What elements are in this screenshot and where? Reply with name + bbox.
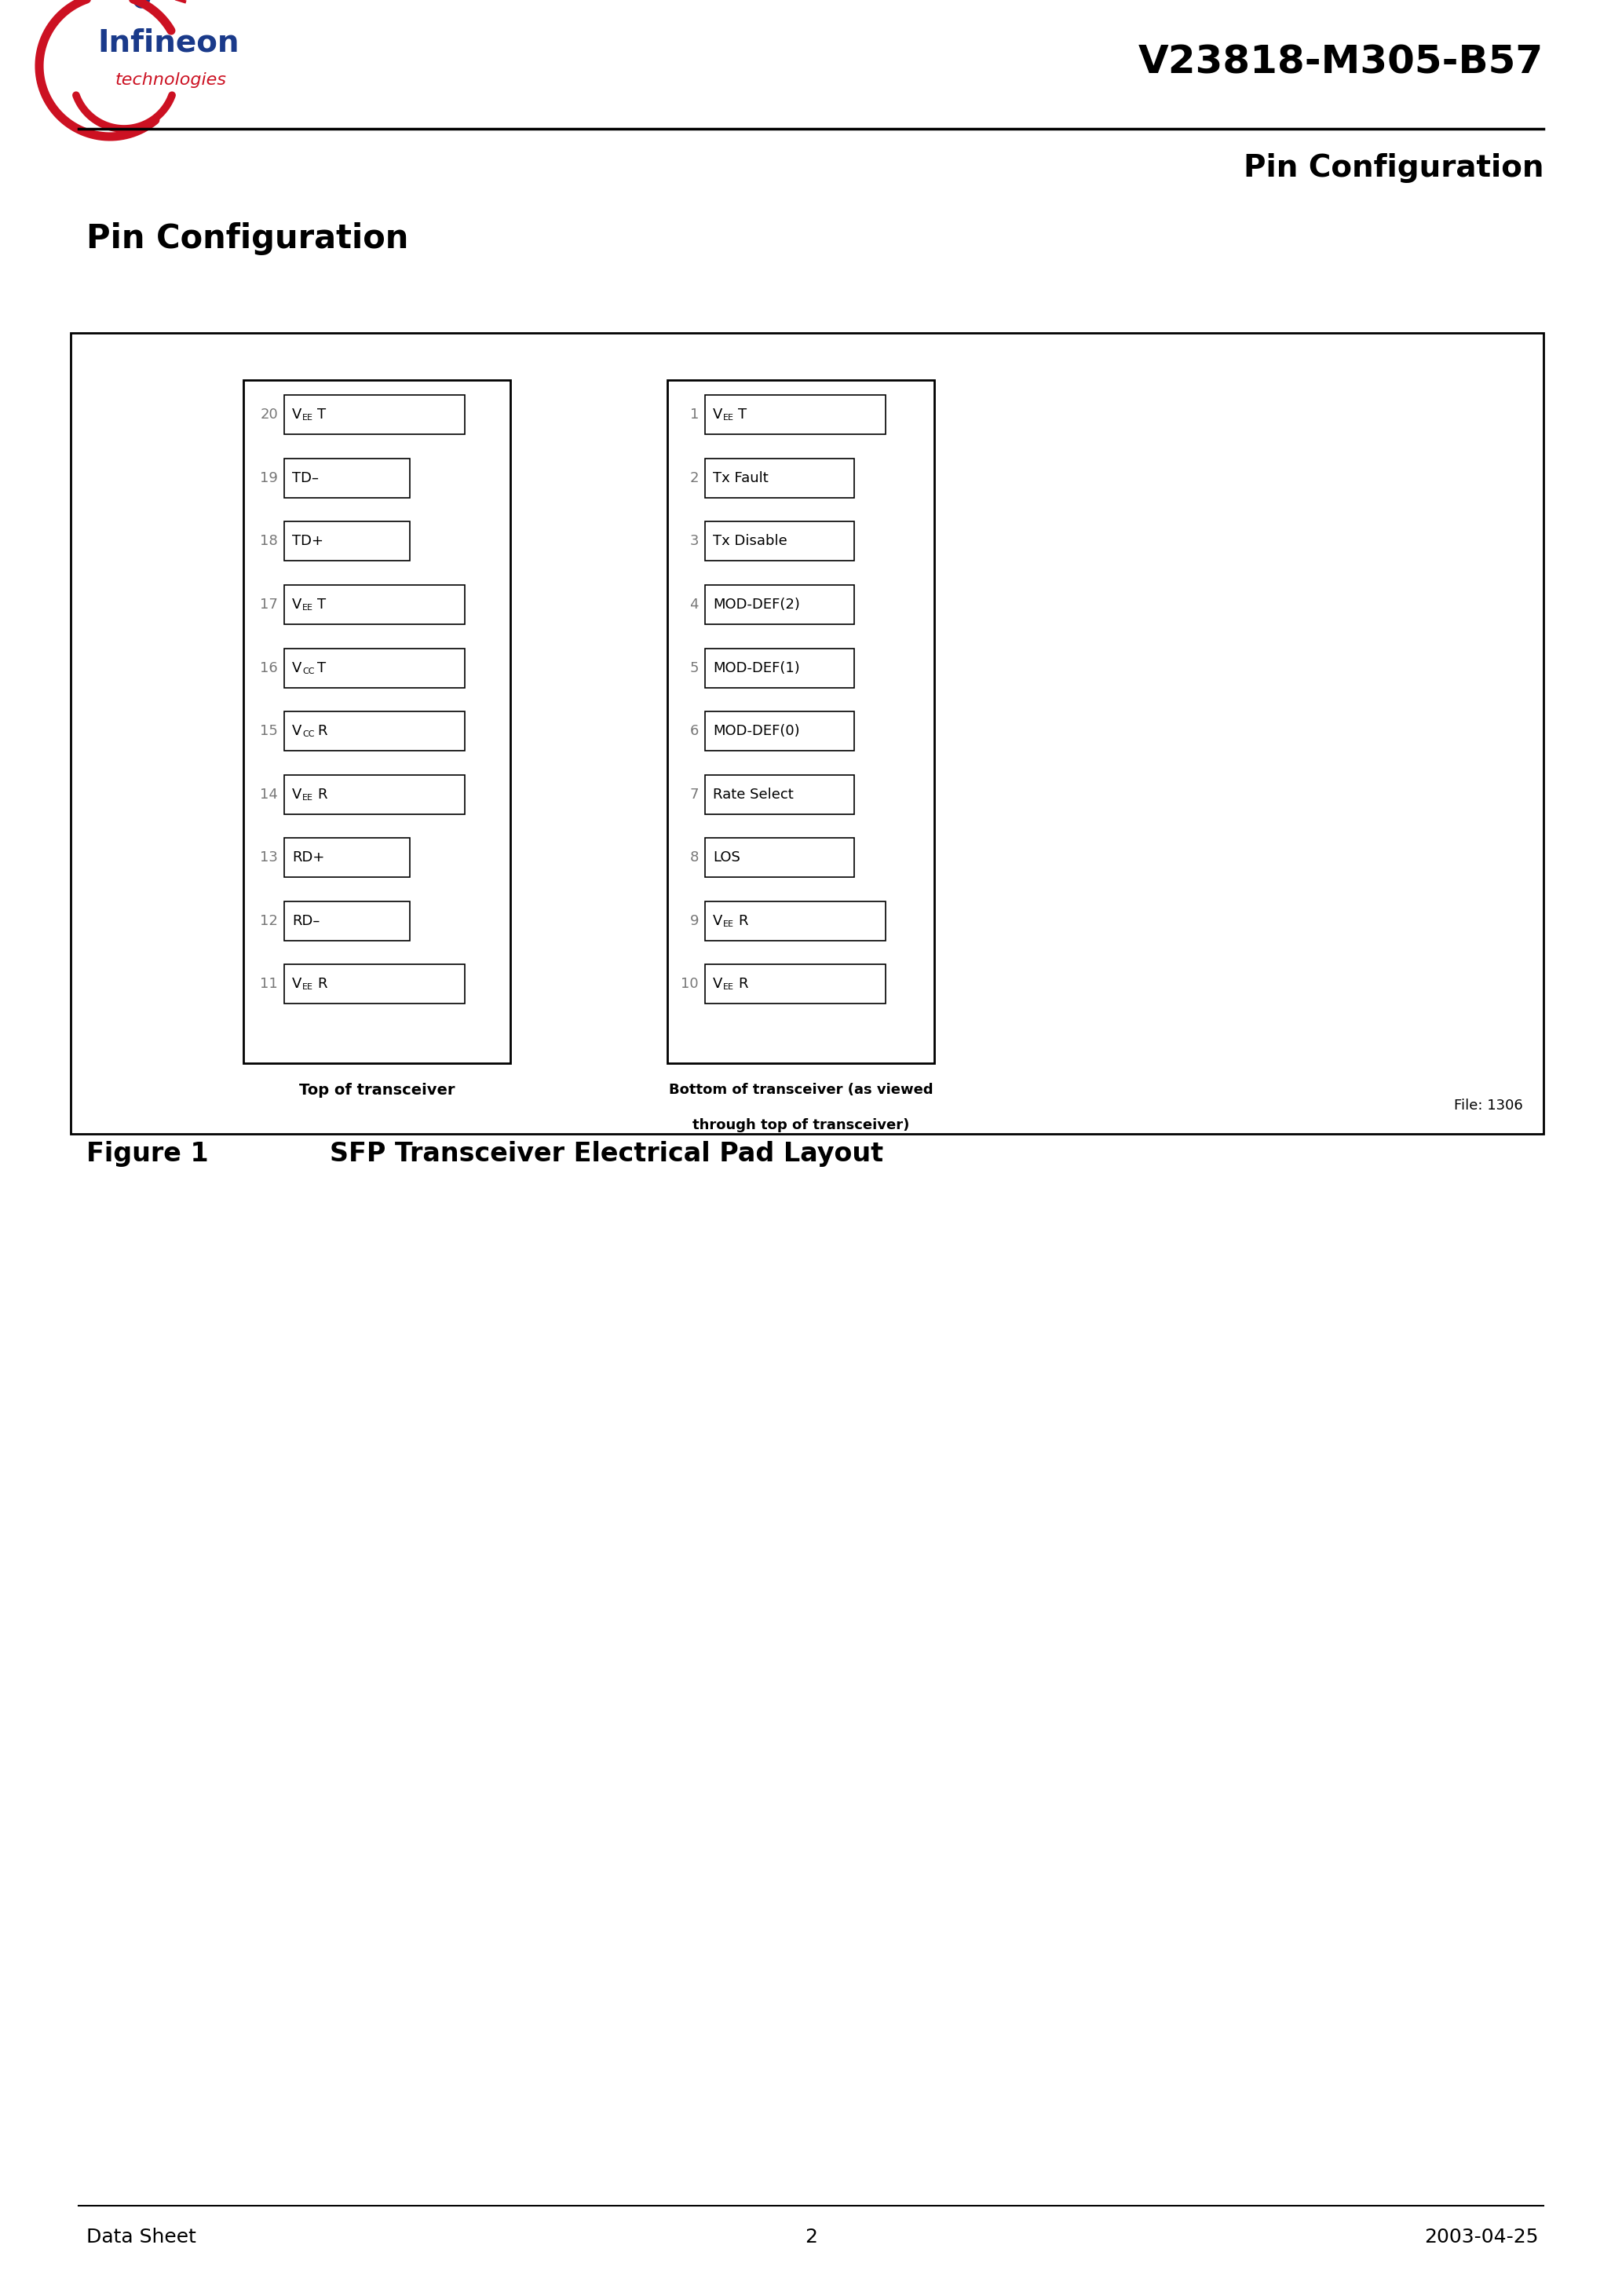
Text: R: R — [318, 978, 328, 992]
Text: EE: EE — [302, 983, 313, 992]
Text: 11: 11 — [260, 978, 277, 992]
Text: 12: 12 — [260, 914, 277, 928]
Text: Top of transceiver: Top of transceiver — [298, 1084, 454, 1097]
Text: 9: 9 — [689, 914, 699, 928]
Text: 15: 15 — [260, 723, 277, 739]
Bar — [284, 902, 410, 941]
Text: LOS: LOS — [712, 850, 740, 866]
Text: 4: 4 — [689, 597, 699, 611]
Text: EE: EE — [723, 983, 735, 992]
Bar — [284, 774, 466, 815]
Text: Tx Fault: Tx Fault — [712, 471, 769, 484]
Text: R: R — [738, 978, 748, 992]
Text: R: R — [738, 914, 748, 928]
Text: technologies: technologies — [115, 71, 227, 87]
Text: EE: EE — [723, 413, 735, 422]
Text: V: V — [292, 723, 302, 739]
Text: EE: EE — [302, 413, 313, 422]
Text: V23818-M305-B57: V23818-M305-B57 — [1139, 44, 1544, 80]
Text: Pin Configuration: Pin Configuration — [86, 223, 409, 255]
Text: 8: 8 — [689, 850, 699, 866]
Bar — [284, 838, 410, 877]
Text: 10: 10 — [681, 978, 699, 992]
Bar — [706, 774, 855, 815]
Text: 13: 13 — [260, 850, 277, 866]
Text: Bottom of transceiver (as viewed: Bottom of transceiver (as viewed — [668, 1084, 933, 1097]
Text: 3: 3 — [689, 535, 699, 549]
Text: 19: 19 — [260, 471, 277, 484]
Text: T: T — [738, 409, 746, 422]
Text: MOD-DEF(0): MOD-DEF(0) — [712, 723, 800, 739]
Text: TD–: TD– — [292, 471, 320, 484]
Bar — [667, 381, 934, 1063]
Bar — [71, 333, 1544, 1134]
Text: 1: 1 — [689, 409, 699, 422]
Text: 18: 18 — [260, 535, 277, 549]
Text: R: R — [318, 788, 328, 801]
Text: MOD-DEF(2): MOD-DEF(2) — [712, 597, 800, 611]
Text: 2: 2 — [805, 2227, 817, 2245]
Text: V: V — [292, 597, 302, 611]
Text: T: T — [318, 409, 326, 422]
Bar — [706, 395, 886, 434]
Text: 17: 17 — [260, 597, 277, 611]
Text: through top of transceiver): through top of transceiver) — [693, 1118, 910, 1132]
Text: 14: 14 — [260, 788, 277, 801]
Bar — [284, 585, 466, 625]
Text: Figure 1: Figure 1 — [86, 1141, 209, 1166]
Text: TD+: TD+ — [292, 535, 323, 549]
Text: CC: CC — [302, 730, 315, 739]
Text: Data Sheet: Data Sheet — [86, 2227, 196, 2245]
Text: V: V — [292, 661, 302, 675]
Text: MOD-DEF(1): MOD-DEF(1) — [712, 661, 800, 675]
Text: 6: 6 — [689, 723, 699, 739]
Text: EE: EE — [723, 921, 735, 928]
Bar — [243, 381, 511, 1063]
Text: EE: EE — [302, 604, 313, 611]
Text: V: V — [712, 409, 722, 422]
Text: R: R — [318, 723, 328, 739]
Text: CC: CC — [302, 668, 315, 675]
Bar — [284, 712, 466, 751]
Bar — [706, 647, 855, 687]
Bar — [706, 585, 855, 625]
Bar — [706, 902, 886, 941]
Bar — [706, 712, 855, 751]
Text: RD+: RD+ — [292, 850, 324, 866]
Text: Tx Disable: Tx Disable — [712, 535, 787, 549]
Bar — [706, 521, 855, 560]
Bar — [706, 838, 855, 877]
Bar — [284, 647, 466, 687]
Bar — [706, 459, 855, 498]
Text: V: V — [292, 978, 302, 992]
Text: 2003-04-25: 2003-04-25 — [1424, 2227, 1539, 2245]
Bar — [284, 521, 410, 560]
Text: V: V — [712, 914, 722, 928]
Text: 16: 16 — [260, 661, 277, 675]
Text: T: T — [318, 661, 326, 675]
Text: 2: 2 — [689, 471, 699, 484]
Text: SFP Transceiver Electrical Pad Layout: SFP Transceiver Electrical Pad Layout — [329, 1141, 884, 1166]
Text: T: T — [318, 597, 326, 611]
Text: V: V — [292, 788, 302, 801]
Bar — [284, 459, 410, 498]
Bar — [284, 395, 466, 434]
Text: 5: 5 — [689, 661, 699, 675]
Text: 7: 7 — [689, 788, 699, 801]
Bar — [284, 964, 466, 1003]
Text: Pin Configuration: Pin Configuration — [1242, 154, 1544, 184]
Text: Infineon: Infineon — [97, 28, 240, 57]
Text: RD–: RD– — [292, 914, 320, 928]
Ellipse shape — [133, 0, 149, 7]
Text: V: V — [292, 409, 302, 422]
Text: V: V — [712, 978, 722, 992]
Text: EE: EE — [302, 794, 313, 801]
Bar — [706, 964, 886, 1003]
Text: File: 1306: File: 1306 — [1455, 1097, 1523, 1114]
Text: 20: 20 — [260, 409, 277, 422]
Text: Rate Select: Rate Select — [712, 788, 793, 801]
